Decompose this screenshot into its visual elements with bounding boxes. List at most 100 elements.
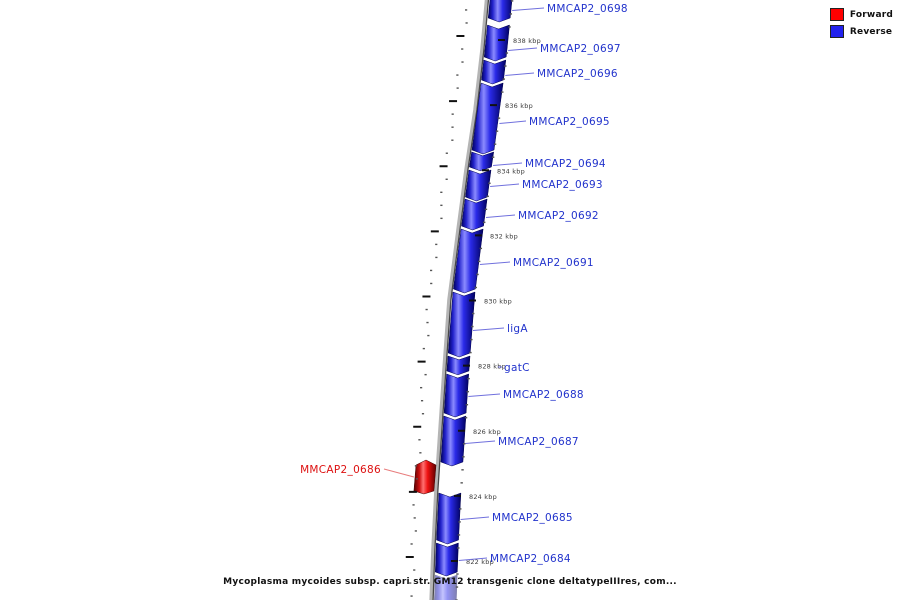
gene-label[interactable]: MMCAP2_0685 [492, 512, 573, 524]
major-tick [456, 35, 465, 37]
minor-tick [495, 130, 499, 132]
gene-MMCAP2_0686[interactable] [413, 459, 437, 495]
gene-label[interactable]: MMCAP2_0687 [498, 436, 579, 448]
map-title: Mycoplasma mycoides subsp. capri str. GM… [223, 577, 677, 587]
minor-tick [451, 126, 454, 128]
minor-tick [413, 569, 416, 571]
tick-label: 832 kbp [490, 232, 518, 240]
minor-tick [410, 595, 413, 597]
minor-tick [426, 321, 429, 324]
leader-line [472, 327, 505, 331]
minor-tick [435, 256, 438, 259]
gene-label[interactable]: ligA [507, 323, 528, 335]
major-tick [463, 364, 470, 367]
minor-tick [412, 504, 415, 506]
forward-swatch [829, 8, 844, 21]
minor-tick [455, 586, 459, 588]
gene-label[interactable]: MMCAP2_0696 [537, 68, 618, 80]
gene-MMCAP2_0685[interactable] [436, 492, 462, 545]
major-tick [449, 100, 458, 103]
gene-label[interactable]: MMCAP2_0698 [547, 3, 628, 15]
gene-label[interactable]: MMCAP2_0691 [513, 257, 594, 269]
minor-tick [421, 413, 425, 415]
tick-label: 834 kbp [497, 167, 525, 175]
forward-label: Forward [849, 9, 893, 20]
gene-label[interactable]: MMCAP2_0695 [529, 116, 610, 128]
minor-tick [440, 217, 443, 220]
minor-tick [451, 113, 454, 115]
major-tick [469, 299, 476, 302]
minor-tick [445, 152, 448, 154]
minor-tick [510, 0, 514, 2]
minor-tick [484, 208, 488, 211]
major-tick [422, 295, 431, 298]
minor-tick [429, 269, 433, 272]
tick-label: 828 kbp [478, 363, 506, 371]
minor-tick [461, 48, 464, 50]
gene-label[interactable]: MMCAP2_0693 [522, 179, 603, 191]
leader-line [460, 516, 490, 520]
minor-tick [502, 78, 506, 80]
minor-tick [457, 547, 460, 549]
minor-tick [414, 465, 418, 467]
minor-tick [414, 530, 417, 532]
minor-tick [459, 508, 462, 510]
minor-tick [440, 204, 443, 207]
gene-MMCAP2_0688[interactable] [443, 373, 469, 418]
gene-MMCAP2_0698[interactable] [487, 0, 513, 23]
minor-tick [461, 61, 464, 63]
minor-tick [508, 26, 511, 28]
minor-tick [474, 286, 478, 289]
minor-tick [472, 312, 475, 315]
reverse-swatch [829, 25, 844, 38]
gene-MMCAP2_0696[interactable] [481, 59, 507, 85]
minor-tick [457, 534, 461, 536]
minor-tick [422, 347, 425, 350]
legend-row-reverse: Reverse [829, 25, 893, 38]
gene-label[interactable]: MMCAP2_0694 [525, 158, 606, 170]
leader-line [505, 72, 535, 76]
gene-MMCAP2_0697[interactable] [483, 24, 510, 62]
major-tick [475, 234, 482, 237]
leader-line [479, 261, 511, 265]
gene-gatC[interactable] [446, 355, 471, 376]
major-tick [498, 39, 505, 41]
gene-label[interactable]: MMCAP2_0686 [300, 464, 381, 476]
minor-tick [467, 377, 470, 380]
gene-label[interactable]: MMCAP2_0688 [503, 389, 584, 401]
leader-line [458, 557, 488, 561]
minor-tick [425, 308, 428, 311]
gene-label[interactable]: gatC [504, 362, 530, 374]
gene-label[interactable]: MMCAP2_0684 [490, 553, 571, 565]
minor-tick [456, 74, 459, 76]
gene-MMCAP2_0692[interactable] [461, 198, 488, 231]
minor-tick [505, 52, 509, 54]
minor-tick [470, 338, 473, 341]
minor-tick [451, 139, 454, 141]
leader-line [493, 162, 523, 166]
minor-tick [476, 273, 479, 276]
minor-tick [424, 373, 427, 376]
major-tick [458, 429, 465, 432]
minor-tick [493, 143, 497, 145]
gene-label[interactable]: MMCAP2_0697 [540, 43, 621, 55]
gene-MMCAP2_0687[interactable] [440, 415, 467, 467]
gene-label[interactable]: MMCAP2_0692 [518, 210, 599, 222]
minor-tick [456, 87, 459, 89]
minor-tick [418, 439, 421, 441]
gene-MMCAP2_0694[interactable] [469, 151, 495, 172]
minor-tick [420, 386, 423, 389]
gene-MMCAP2_0691[interactable] [453, 228, 484, 294]
gene-MMCAP2_0695[interactable] [471, 82, 504, 155]
minor-tick [504, 65, 507, 67]
gene-MMCAP2_0684[interactable] [435, 542, 459, 577]
gene-ligA[interactable] [447, 291, 476, 358]
major-tick [454, 494, 461, 497]
tick-label: 822 kbp [466, 558, 494, 566]
gene-fragment[interactable] [434, 574, 458, 600]
leader-line [383, 468, 415, 478]
minor-tick [497, 117, 501, 119]
minor-tick [460, 482, 463, 484]
minor-tick [465, 22, 468, 24]
